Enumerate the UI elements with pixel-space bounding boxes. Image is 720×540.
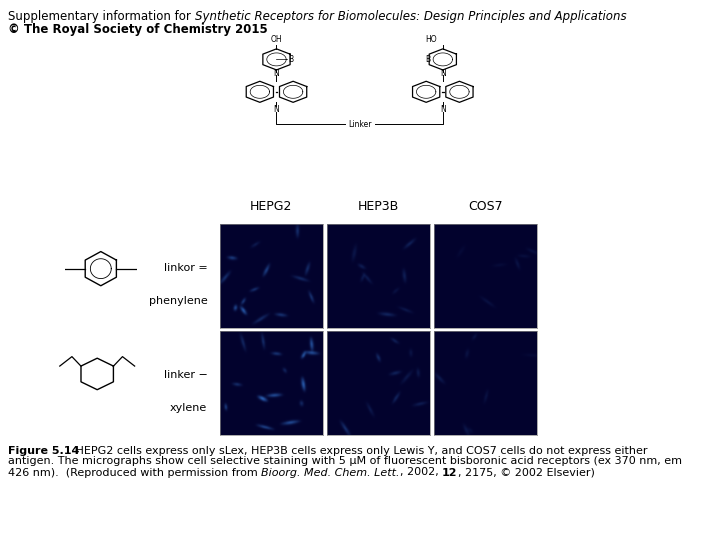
Text: HO: HO [425, 35, 436, 44]
Text: HEP3B: HEP3B [358, 200, 399, 213]
Text: , 2175, © 2002 Elsevier): , 2175, © 2002 Elsevier) [457, 468, 595, 477]
Text: Bioorg. Med. Chem. Lett.: Bioorg. Med. Chem. Lett. [261, 468, 400, 477]
Text: 12: 12 [442, 468, 457, 477]
Text: B: B [288, 55, 293, 64]
Text: N: N [440, 69, 446, 78]
Text: N: N [274, 69, 279, 78]
Text: linker −: linker − [163, 370, 207, 380]
Text: antigen. The micrographs show cell selective staining with 5 μM of fluorescent b: antigen. The micrographs show cell selec… [8, 456, 682, 467]
Text: Linker: Linker [348, 120, 372, 129]
Text: xylene: xylene [170, 403, 207, 413]
Text: Supplementary information for: Supplementary information for [8, 10, 194, 23]
Text: B: B [426, 55, 431, 64]
Text: Synthetic Receptors for Biomolecules: Design Principles and Applications: Synthetic Receptors for Biomolecules: De… [194, 10, 626, 23]
Text: © The Royal Society of Chemistry 2015: © The Royal Society of Chemistry 2015 [8, 23, 268, 36]
Text: phenylene: phenylene [148, 296, 207, 306]
Text: Figure 5.14: Figure 5.14 [8, 446, 79, 456]
Text: OH: OH [271, 35, 282, 44]
Text: 426 nm).  (Reproduced with permission from: 426 nm). (Reproduced with permission fro… [8, 468, 261, 477]
Text: N: N [274, 105, 279, 113]
Text: linkor =: linkor = [163, 263, 207, 273]
Text: N: N [440, 105, 446, 113]
Text: , 2002,: , 2002, [400, 468, 442, 477]
Text: HEPG2 cells express only sLex, HEP3B cells express only Lewis Y, and COS7 cells : HEPG2 cells express only sLex, HEP3B cel… [72, 446, 647, 456]
Text: COS7: COS7 [468, 200, 503, 213]
Text: HEPG2: HEPG2 [250, 200, 292, 213]
